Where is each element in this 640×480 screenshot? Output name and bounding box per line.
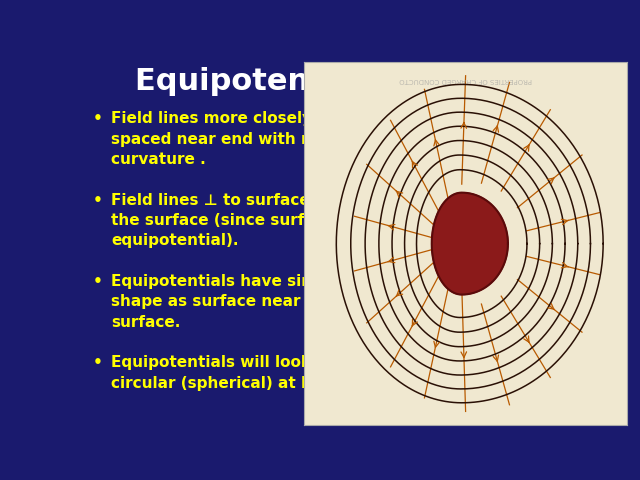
Text: Equipotentials will look more
circular (spherical) at large r.: Equipotentials will look more circular (…: [111, 355, 362, 391]
Text: Field lines ⊥ to surface near
the surface (since surface is
equipotential).: Field lines ⊥ to surface near the surfac…: [111, 192, 355, 248]
Text: PROPERTIES OF CHARGED CONDUCTO: PROPERTIES OF CHARGED CONDUCTO: [399, 77, 532, 83]
Text: •: •: [92, 192, 102, 207]
Text: Equipotential Example: Equipotential Example: [135, 67, 521, 96]
Text: •: •: [92, 111, 102, 126]
Text: Field lines more closely
spaced near end with most
curvature .: Field lines more closely spaced near end…: [111, 111, 344, 167]
Text: •: •: [92, 355, 102, 370]
Polygon shape: [432, 192, 508, 295]
Text: •: •: [92, 274, 102, 289]
Text: Equipotentials have similar
shape as surface near the
surface.: Equipotentials have similar shape as sur…: [111, 274, 346, 330]
